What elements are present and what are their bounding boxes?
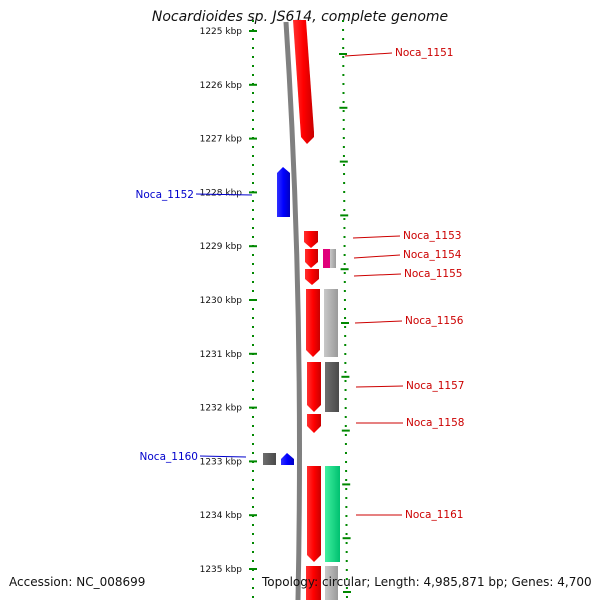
tick-label: 1229 kbp	[200, 242, 243, 252]
accession-text: Accession: NC_008699	[9, 575, 146, 589]
gene-noca-1157[interactable]	[307, 362, 321, 412]
tick-label: 1225 kbp	[200, 27, 243, 37]
scale-ticks: 1225 kbp 1226 kbp 1227 kbp 1228 kbp 1229 kbp…	[200, 27, 351, 593]
gene-features	[263, 20, 340, 600]
gene-noca-1152[interactable]	[277, 167, 290, 217]
gene-noca-1153[interactable]	[304, 231, 318, 248]
genome-backbone	[283, 21, 302, 600]
gene-label-noca-1161[interactable]: Noca_1161	[405, 509, 463, 521]
gene-noca-1158[interactable]	[307, 414, 321, 433]
tick-label: 1227 kbp	[200, 135, 243, 145]
homolog-noca-1154-pink	[323, 249, 330, 268]
label-leader-line	[195, 193, 253, 196]
label-leader-line	[353, 273, 402, 277]
tick-label: 1230 kbp	[200, 296, 243, 306]
tick-label: 1226 kbp	[200, 81, 243, 91]
gene-label-noca-1158[interactable]: Noca_1158	[406, 417, 464, 429]
label-leader-line	[354, 320, 403, 324]
gene-noca-1151[interactable]	[293, 20, 314, 144]
gene-noca-1161[interactable]	[307, 466, 321, 562]
homolog-noca-1156	[324, 289, 338, 357]
tick-label: 1234 kbp	[200, 511, 243, 521]
homolog-noca-1154-gray	[330, 249, 336, 268]
topology-text: Topology: circular; Length: 4,985,871 bp…	[262, 575, 592, 589]
gene-label-noca-1154[interactable]: Noca_1154	[403, 249, 462, 261]
label-leader-line	[352, 235, 401, 239]
gene-labels: Noca_1151 Noca_1152 Noca_1153 Noca_1154 Noca…	[136, 47, 465, 521]
tick-label: 1228 kbp	[200, 188, 243, 198]
gene-label-noca-1156[interactable]: Noca_1156	[405, 315, 464, 327]
tick-label: 1232 kbp	[200, 404, 243, 414]
gene-continuation-red	[306, 566, 321, 600]
gene-noca-1156[interactable]	[306, 289, 320, 357]
gene-label-noca-1160[interactable]: Noca_1160	[140, 451, 198, 463]
tick-label: 1231 kbp	[200, 350, 243, 360]
label-leader-line	[344, 52, 393, 57]
gene-continuation-gray	[325, 566, 338, 600]
gene-noca-1160[interactable]	[281, 453, 294, 465]
gene-noca-1154[interactable]	[305, 249, 318, 268]
gene-label-noca-1152[interactable]: Noca_1152	[136, 189, 194, 201]
tick-label: 1235 kbp	[200, 565, 243, 575]
homolog-noca-1161	[325, 466, 340, 562]
gene-label-noca-1155[interactable]: Noca_1155	[404, 268, 462, 280]
gene-label-noca-1151[interactable]: Noca_1151	[395, 47, 453, 59]
homolog-noca-1157	[325, 362, 339, 412]
gene-noca-1155[interactable]	[305, 269, 319, 285]
gene-label-noca-1157[interactable]: Noca_1157	[406, 380, 464, 392]
map-title: Nocardioides sp. JS614, complete genome	[151, 9, 449, 25]
label-leader-line	[353, 254, 401, 259]
label-leader-line	[199, 455, 247, 458]
tick-label: 1233 kbp	[200, 457, 243, 467]
homolog-noca-1160	[263, 453, 276, 465]
gene-label-noca-1153[interactable]: Noca_1153	[403, 230, 461, 242]
label-leader-line	[355, 385, 404, 388]
